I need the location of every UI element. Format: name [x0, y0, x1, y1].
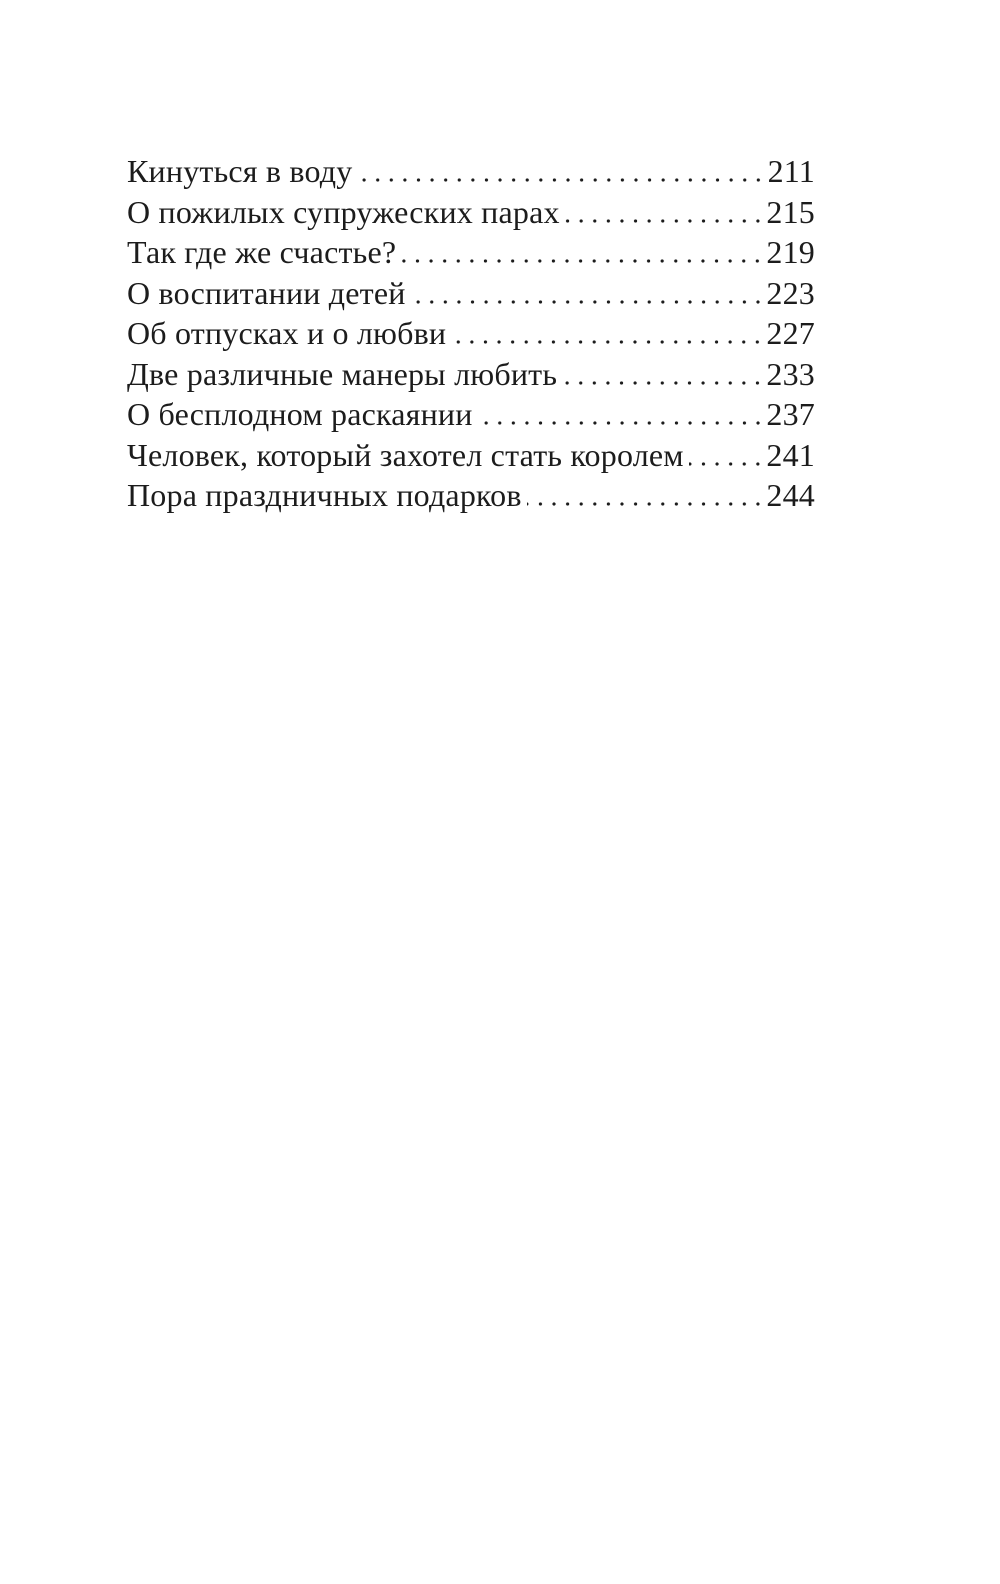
toc-entry-title: Кинуться в воду — [127, 153, 353, 189]
toc-entry-page-number: 237 — [766, 396, 815, 432]
toc-entry-page-number: 211 — [767, 153, 815, 189]
toc-entry-title: Пора праздничных подарков — [127, 477, 522, 513]
toc-entry-page-number: 223 — [766, 274, 815, 311]
toc-entry: О воспитании детей 223 — [127, 273, 815, 314]
toc-entry-page-number: 244 — [766, 477, 815, 513]
toc-entry-page-number: 233 — [766, 355, 815, 392]
toc-entry: О бесплодном раскаянии 237 — [127, 394, 815, 435]
table-of-contents: Кинуться в воду 211 О пожилых супружески… — [127, 151, 815, 516]
toc-entry-title: Две различные манеры любить — [127, 355, 558, 392]
toc-entry-page-number: 227 — [766, 315, 815, 351]
dot-leader — [357, 178, 766, 182]
toc-entry: О пожилых супружеских парах 215 — [127, 192, 815, 233]
toc-entry-title: О бесплодном раскаянии — [127, 396, 473, 432]
toc-entry-page-number: 215 — [766, 193, 815, 230]
toc-entry: Так где же счастье? 219 — [127, 232, 815, 273]
dot-leader — [477, 421, 765, 425]
dot-leader — [562, 380, 765, 385]
toc-entry-title: Так где же счастье? — [127, 234, 397, 270]
dot-leader — [688, 461, 765, 466]
dot-leader — [526, 502, 765, 506]
dot-leader — [401, 259, 765, 263]
dot-leader — [564, 218, 765, 223]
toc-entry-title: Об отпусках и о любви — [127, 315, 447, 351]
toc-entry: Две различные манеры любить 233 — [127, 354, 815, 395]
dot-leader — [410, 299, 765, 304]
toc-entry-title: Человек, который захотел стать королем — [127, 436, 684, 473]
toc-entry: Пора праздничных подарков 244 — [127, 475, 815, 516]
toc-entry-title: О воспитании детей — [127, 274, 406, 311]
toc-entry-page-number: 219 — [766, 234, 815, 270]
toc-entry: Человек, который захотел стать королем 2… — [127, 435, 815, 476]
toc-entry-page-number: 241 — [766, 436, 815, 473]
dot-leader — [451, 340, 765, 344]
toc-entry: Кинуться в воду 211 — [127, 151, 815, 192]
toc-entry-title: О пожилых супружеских парах — [127, 193, 560, 230]
toc-entry: Об отпусках и о любви 227 — [127, 313, 815, 354]
